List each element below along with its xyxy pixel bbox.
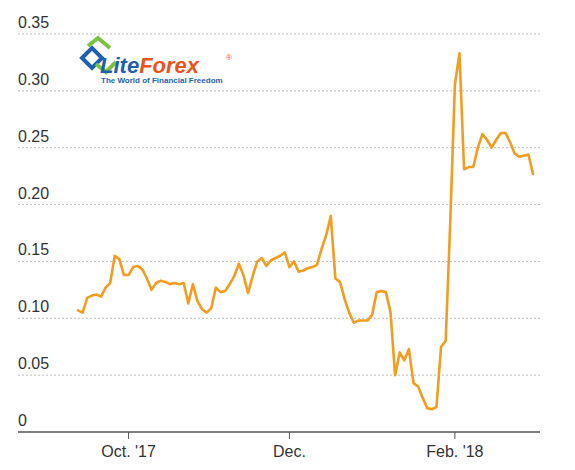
- y-tick-label: 0.35: [18, 14, 49, 31]
- logo-brand-first: Lite: [100, 53, 139, 78]
- y-tick-label: 0.25: [18, 128, 49, 145]
- y-tick-label: 0.15: [18, 241, 49, 258]
- grid-line: [18, 375, 540, 376]
- logo-registered: ®: [226, 53, 232, 62]
- grid-line: [18, 318, 540, 319]
- logo-background: [76, 36, 236, 86]
- chart: 0 0.05 0.10 0.15 0.20 0.25 0.30 0.35 Oct. '17 Dec…: [0, 0, 575, 470]
- y-tick-label: 0.20: [18, 185, 49, 202]
- x-tick-label: Feb. '18: [426, 443, 483, 460]
- grid-line: [18, 34, 540, 35]
- x-tick-label: Oct. '17: [101, 443, 156, 460]
- grid-line: [18, 204, 540, 205]
- data-line: [78, 53, 533, 409]
- x-tick: [128, 432, 129, 439]
- y-tick-label: 0: [18, 412, 27, 429]
- x-tick: [454, 432, 455, 439]
- x-tick-label: Dec.: [273, 443, 306, 460]
- logo-brand-second: Forex: [139, 53, 200, 78]
- logo-tagline: The World of Financial Freedom: [101, 76, 223, 85]
- x-axis-line: [18, 431, 540, 432]
- y-tick-label: 0.30: [18, 71, 49, 88]
- y-axis: 0 0.05 0.10 0.15 0.20 0.25 0.30 0.35: [18, 14, 49, 429]
- grid-line: [18, 261, 540, 262]
- y-tick-label: 0.05: [18, 355, 49, 372]
- logo-brand: LiteForex: [100, 53, 200, 78]
- x-tick: [289, 432, 290, 439]
- x-axis: Oct. '17 Dec. Feb. '18: [101, 432, 483, 460]
- grid: [18, 34, 540, 432]
- logo: LiteForex ® The World of Financial Freedom: [76, 36, 236, 86]
- y-tick-label: 0.10: [18, 298, 49, 315]
- grid-line: [18, 147, 540, 148]
- plot-area: [78, 53, 533, 409]
